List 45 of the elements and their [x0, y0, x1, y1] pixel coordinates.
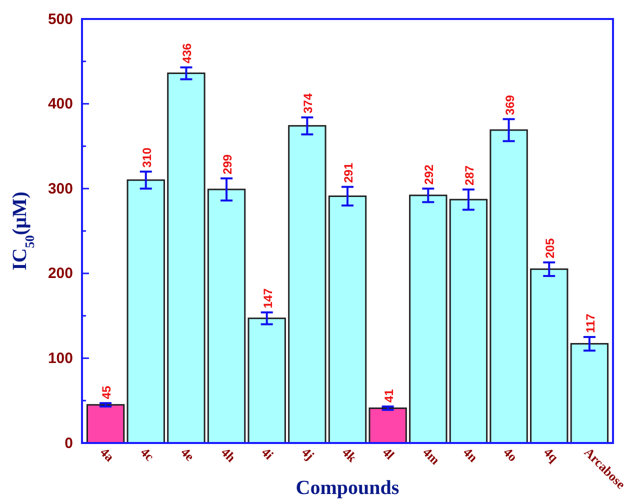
bar: [449, 198, 488, 444]
data-label: 205: [543, 238, 558, 258]
data-label: 117: [583, 313, 598, 333]
data-label: 147: [260, 288, 275, 308]
x-tick-label: 4j: [299, 444, 318, 463]
y-tick-label: 0: [64, 434, 73, 452]
data-label: 287: [462, 165, 476, 186]
bar: [490, 129, 528, 444]
bar: [409, 194, 448, 444]
y-tick-label: 200: [48, 265, 73, 282]
x-tick-label: 4a: [97, 444, 118, 465]
bar: [570, 343, 609, 444]
data-label: 45: [100, 385, 114, 400]
y-tick-label: 100: [48, 350, 73, 367]
x-tick-label: 4k: [339, 444, 360, 466]
bar: [328, 195, 367, 444]
bar: [86, 404, 125, 444]
x-tick-label: 4n: [460, 444, 482, 466]
x-tick-label: 4i: [258, 444, 277, 463]
x-tick-label: 4c: [138, 444, 158, 464]
y-tick-label: 500: [48, 10, 73, 28]
data-label: 292: [422, 164, 436, 185]
data-label: 369: [502, 94, 517, 116]
data-label: 436: [180, 42, 194, 64]
y-tick-label: 300: [48, 180, 73, 198]
bar: [207, 188, 246, 444]
x-axis-title: Compounds: [296, 477, 400, 499]
x-tick-label: 4q: [541, 444, 562, 466]
y-tick-label: 400: [48, 96, 73, 113]
x-tick-label: 4e: [178, 444, 198, 464]
data-label: 291: [342, 162, 356, 183]
data-label: 374: [301, 93, 316, 114]
x-tick-label: 4m: [420, 444, 444, 468]
x-tick-label: 4h: [218, 444, 240, 466]
bar: [167, 72, 206, 444]
bar: [126, 179, 165, 444]
bar: [288, 125, 326, 444]
x-tick-label: 4l: [380, 444, 398, 463]
data-label: 310: [140, 147, 154, 168]
data-label: 41: [382, 388, 396, 403]
bar: [248, 318, 286, 444]
bar: [368, 407, 407, 444]
data-label: 299: [220, 154, 235, 174]
bar: [530, 268, 568, 444]
x-tick-label: 4o: [500, 444, 520, 464]
